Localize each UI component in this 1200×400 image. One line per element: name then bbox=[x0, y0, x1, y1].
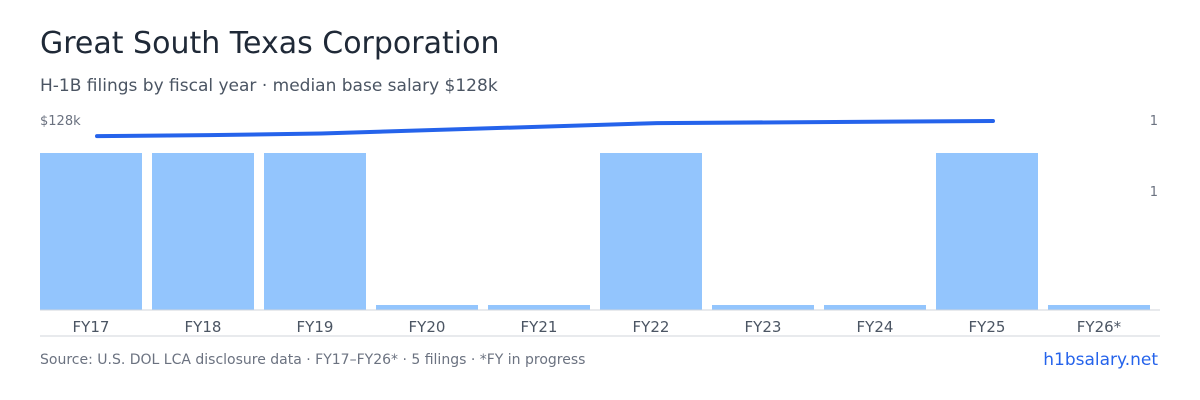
x-tick-label: FY21 bbox=[521, 318, 558, 336]
bar-fy25 bbox=[936, 153, 1038, 310]
median-salary-line bbox=[95, 119, 995, 139]
x-tick-label: FY22 bbox=[633, 318, 670, 336]
x-tick-label: FY19 bbox=[297, 318, 334, 336]
x-tick-label: FY17 bbox=[73, 318, 110, 336]
x-axis-ticks: FY17 FY18 FY19 FY20 FY21 FY22 FY23 FY24 FY25 FY26… bbox=[73, 318, 1122, 336]
bar-series bbox=[40, 153, 1150, 310]
bar-fy24 bbox=[824, 305, 926, 310]
bar-fy19 bbox=[264, 153, 366, 310]
bar-fy20 bbox=[376, 305, 478, 310]
x-tick-label: FY18 bbox=[185, 318, 222, 336]
right-axis-tick-top: 1 bbox=[1150, 114, 1158, 129]
bar-fy23 bbox=[712, 305, 814, 310]
right-axis-tick-mid: 1 bbox=[1150, 185, 1158, 200]
x-tick-label: FY25 bbox=[969, 318, 1006, 336]
x-tick-label: FY20 bbox=[409, 318, 446, 336]
bar-fy17 bbox=[40, 153, 142, 310]
footer-source-note: Source: U.S. DOL LCA disclosure data · F… bbox=[40, 352, 586, 368]
bar-fy21 bbox=[488, 305, 590, 310]
chart-title: Great South Texas Corporation bbox=[40, 26, 500, 61]
bar-fy26-partial bbox=[1048, 305, 1150, 310]
x-tick-label: FY24 bbox=[857, 318, 894, 336]
bar-fy18 bbox=[152, 153, 254, 310]
left-axis-max-label: $128k bbox=[40, 114, 81, 129]
footer-brand-link[interactable]: h1bsalary.net bbox=[1043, 350, 1158, 370]
chart-subtitle: H-1B filings by fiscal year · median bas… bbox=[40, 76, 498, 96]
bar-fy22 bbox=[600, 153, 702, 310]
x-tick-label: FY23 bbox=[745, 318, 782, 336]
x-tick-label: FY26* bbox=[1077, 318, 1122, 336]
